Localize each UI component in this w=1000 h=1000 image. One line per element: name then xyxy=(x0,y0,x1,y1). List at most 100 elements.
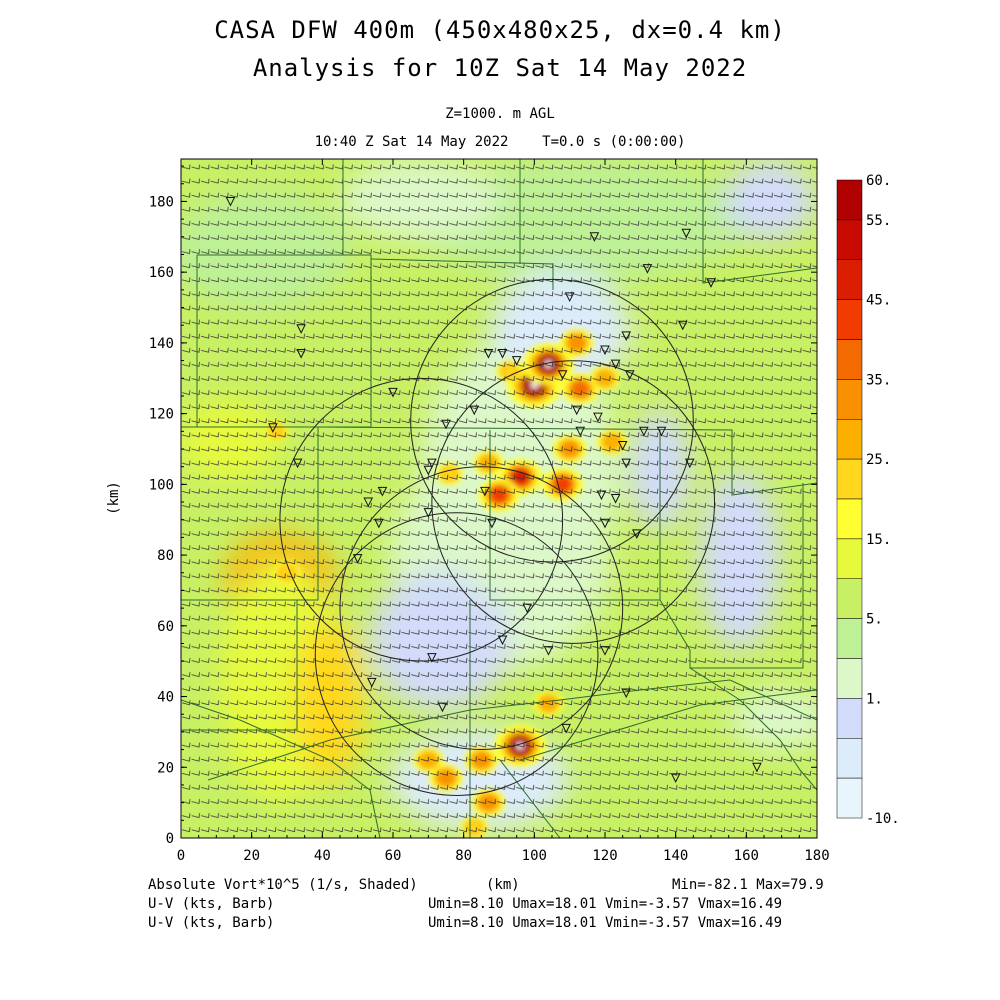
station-marker xyxy=(268,423,278,433)
station-marker xyxy=(480,486,490,497)
station-marker xyxy=(600,345,610,356)
station-marker xyxy=(427,458,437,469)
y-tick-label: 20 xyxy=(157,760,174,776)
field-label: Absolute Vort*10^5 (1/s, Shaded) xyxy=(148,877,418,893)
x-tick-label: 180 xyxy=(804,848,829,864)
station-marker xyxy=(610,494,621,504)
colorbar-swatch xyxy=(836,379,863,420)
station-marker xyxy=(681,228,692,239)
x-tick-label: 120 xyxy=(592,848,617,864)
station-marker xyxy=(469,405,480,416)
level-label: Z=1000. m AGL xyxy=(445,106,555,122)
min-max-label: Min=-82.1 Max=79.9 xyxy=(672,877,824,893)
station-marker xyxy=(487,518,497,529)
colorbar-label: 55. xyxy=(866,213,891,229)
radar-range-ring xyxy=(410,278,694,563)
station-marker xyxy=(564,292,575,303)
radar-range-ring xyxy=(314,512,599,796)
station-marker xyxy=(621,458,632,469)
colorbar-swatch xyxy=(836,179,863,221)
station-marker xyxy=(631,529,642,539)
x-axis-unit: (km) xyxy=(486,877,520,893)
station-marker xyxy=(621,331,632,341)
station-marker xyxy=(575,426,586,437)
y-tick-label: 0 xyxy=(166,831,174,847)
station-marker xyxy=(377,486,388,497)
station-marker xyxy=(441,419,451,430)
x-tick-label: 80 xyxy=(455,848,472,864)
y-tick-label: 160 xyxy=(149,265,174,281)
station-marker xyxy=(296,324,306,334)
station-marker xyxy=(427,653,437,663)
radar-range-ring xyxy=(431,360,716,644)
y-tick-label: 40 xyxy=(157,690,174,706)
station-marker xyxy=(677,320,688,331)
y-tick-label: 60 xyxy=(157,619,174,635)
wind-barb-field xyxy=(181,159,817,838)
y-tick-label: 100 xyxy=(149,477,174,493)
station-marker xyxy=(363,497,374,508)
colorbar-swatch xyxy=(836,419,863,460)
station-marker xyxy=(366,677,377,688)
chart-subtitle: Analysis for 10Z Sat 14 May 2022 xyxy=(252,54,748,82)
chart-title: CASA DFW 400m (450x480x25, dx=0.4 km) xyxy=(214,16,786,44)
colorbar-label: -10. xyxy=(866,811,900,827)
colorbar-swatch xyxy=(836,538,863,579)
station-marker xyxy=(437,702,448,713)
valid-time-label: 10:40 Z Sat 14 May 2022 T=0.0 s (0:00:00… xyxy=(314,134,686,150)
colorbar-label: 1. xyxy=(866,691,883,707)
colorbar-label: 15. xyxy=(866,532,891,548)
colorbar-swatch xyxy=(836,339,863,380)
colorbar-label: 5. xyxy=(866,612,883,628)
station-marker xyxy=(639,426,649,437)
station-marker xyxy=(388,387,398,398)
x-tick-label: 160 xyxy=(734,848,759,864)
x-tick-label: 60 xyxy=(385,848,402,864)
colorbar-label: 25. xyxy=(866,452,891,468)
station-marker xyxy=(706,278,716,288)
station-marker xyxy=(423,465,434,476)
station-marker xyxy=(296,349,306,359)
station-marker xyxy=(225,196,236,207)
y-tick-label: 140 xyxy=(149,336,174,352)
station-marker xyxy=(483,349,494,359)
colorbar-swatch xyxy=(836,578,863,619)
station-marker xyxy=(600,646,610,656)
colorbar-swatch xyxy=(836,698,863,739)
station-marker xyxy=(292,458,303,469)
station-marker xyxy=(497,349,508,359)
station-marker xyxy=(670,773,681,783)
y-tick-label: 80 xyxy=(157,548,174,564)
barb-label-1: U-V (kts, Barb) xyxy=(148,896,275,912)
x-tick-label: 100 xyxy=(522,848,547,864)
station-marker xyxy=(374,518,384,529)
station-marker xyxy=(610,359,621,370)
radar-range-ring xyxy=(339,466,624,750)
y-axis-label: (km) xyxy=(106,481,122,515)
station-marker xyxy=(596,490,607,501)
barb-label-2: U-V (kts, Barb) xyxy=(148,915,275,931)
colorbar-swatch xyxy=(836,299,863,340)
x-tick-label: 40 xyxy=(314,848,331,864)
station-marker xyxy=(600,518,610,529)
station-marker xyxy=(511,356,522,366)
station-marker xyxy=(589,232,600,242)
colorbar-label: 60. xyxy=(866,173,891,189)
station-marker xyxy=(557,370,568,380)
x-tick-label: 0 xyxy=(177,848,185,864)
barb-stats-2: Umin=8.10 Umax=18.01 Vmin=-3.57 Vmax=16.… xyxy=(428,915,783,931)
colorbar-swatch xyxy=(836,498,863,540)
station-marker xyxy=(497,635,508,646)
colorbar-label: 35. xyxy=(866,372,891,388)
station-marker xyxy=(522,603,533,614)
colorbar-swatch xyxy=(836,658,863,699)
station-marker xyxy=(571,405,582,416)
radar-range-ring xyxy=(279,377,564,662)
colorbar-swatch xyxy=(836,777,863,819)
y-tick-label: 180 xyxy=(149,194,174,210)
barb-stats-1: Umin=8.10 Umax=18.01 Vmin=-3.57 Vmax=16.… xyxy=(428,896,783,912)
colorbar-label: 45. xyxy=(866,293,891,309)
x-tick-label: 20 xyxy=(243,848,260,864)
station-marker xyxy=(624,370,635,380)
